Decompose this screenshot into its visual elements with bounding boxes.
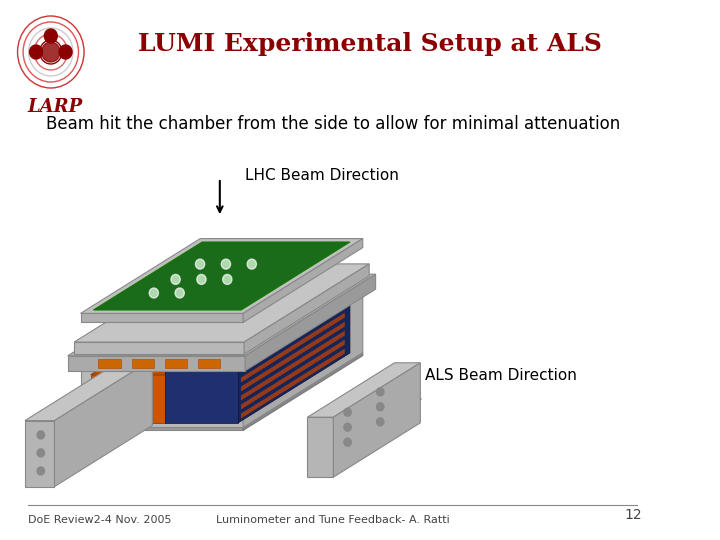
Circle shape xyxy=(59,45,72,59)
Circle shape xyxy=(221,259,230,269)
Polygon shape xyxy=(241,322,344,391)
Circle shape xyxy=(195,259,204,269)
Polygon shape xyxy=(99,359,120,368)
Polygon shape xyxy=(165,359,187,368)
Circle shape xyxy=(249,261,255,267)
Circle shape xyxy=(42,42,60,62)
Polygon shape xyxy=(81,353,363,427)
Polygon shape xyxy=(68,356,245,371)
Text: Beam hit the chamber from the side to allow for minimal attenuation: Beam hit the chamber from the side to al… xyxy=(46,115,621,133)
Polygon shape xyxy=(74,264,369,342)
Circle shape xyxy=(173,276,179,282)
Circle shape xyxy=(171,274,180,285)
Polygon shape xyxy=(165,369,238,423)
Polygon shape xyxy=(55,360,153,487)
Polygon shape xyxy=(132,359,154,368)
Circle shape xyxy=(225,276,230,282)
Circle shape xyxy=(222,274,232,285)
Polygon shape xyxy=(94,242,350,310)
Circle shape xyxy=(223,261,229,267)
Polygon shape xyxy=(81,367,243,427)
Polygon shape xyxy=(91,305,276,375)
Circle shape xyxy=(37,449,45,457)
Circle shape xyxy=(45,29,58,43)
Polygon shape xyxy=(243,239,363,322)
Polygon shape xyxy=(307,363,420,417)
Circle shape xyxy=(151,290,157,296)
Circle shape xyxy=(197,274,206,285)
Polygon shape xyxy=(241,331,344,400)
Polygon shape xyxy=(74,342,244,354)
Polygon shape xyxy=(241,313,344,382)
Circle shape xyxy=(197,261,203,267)
Circle shape xyxy=(30,45,42,59)
Polygon shape xyxy=(241,340,344,409)
Text: LUMI Experimental Setup at ALS: LUMI Experimental Setup at ALS xyxy=(138,32,601,56)
Polygon shape xyxy=(68,274,376,356)
Circle shape xyxy=(177,290,182,296)
Polygon shape xyxy=(333,363,420,477)
Circle shape xyxy=(377,388,384,396)
Text: LARP: LARP xyxy=(27,98,83,116)
Polygon shape xyxy=(25,360,153,421)
Polygon shape xyxy=(241,349,344,418)
Circle shape xyxy=(344,423,351,431)
Text: Luminometer and Tune Feedback- A. Ratti: Luminometer and Tune Feedback- A. Ratti xyxy=(215,515,449,525)
Polygon shape xyxy=(245,274,376,371)
Circle shape xyxy=(344,408,351,416)
Text: ALS Beam Direction: ALS Beam Direction xyxy=(425,368,577,383)
Text: LHC Beam Direction: LHC Beam Direction xyxy=(245,168,399,183)
Polygon shape xyxy=(25,421,55,487)
Circle shape xyxy=(199,276,204,282)
Circle shape xyxy=(175,288,184,298)
Polygon shape xyxy=(81,427,243,430)
Polygon shape xyxy=(81,293,363,367)
Circle shape xyxy=(247,259,256,269)
Polygon shape xyxy=(238,299,350,423)
Polygon shape xyxy=(81,239,363,313)
Circle shape xyxy=(377,418,384,426)
Polygon shape xyxy=(243,353,363,430)
Circle shape xyxy=(37,467,45,475)
Polygon shape xyxy=(150,299,350,369)
Polygon shape xyxy=(198,359,220,368)
Polygon shape xyxy=(307,417,333,477)
Text: 12: 12 xyxy=(624,508,642,522)
Polygon shape xyxy=(244,264,369,354)
Polygon shape xyxy=(91,375,165,423)
Text: DoE Review2-4 Nov. 2005: DoE Review2-4 Nov. 2005 xyxy=(27,515,171,525)
Polygon shape xyxy=(243,293,363,427)
Circle shape xyxy=(377,403,384,411)
Circle shape xyxy=(149,288,158,298)
Circle shape xyxy=(344,438,351,446)
Circle shape xyxy=(37,431,45,439)
Polygon shape xyxy=(81,313,243,322)
